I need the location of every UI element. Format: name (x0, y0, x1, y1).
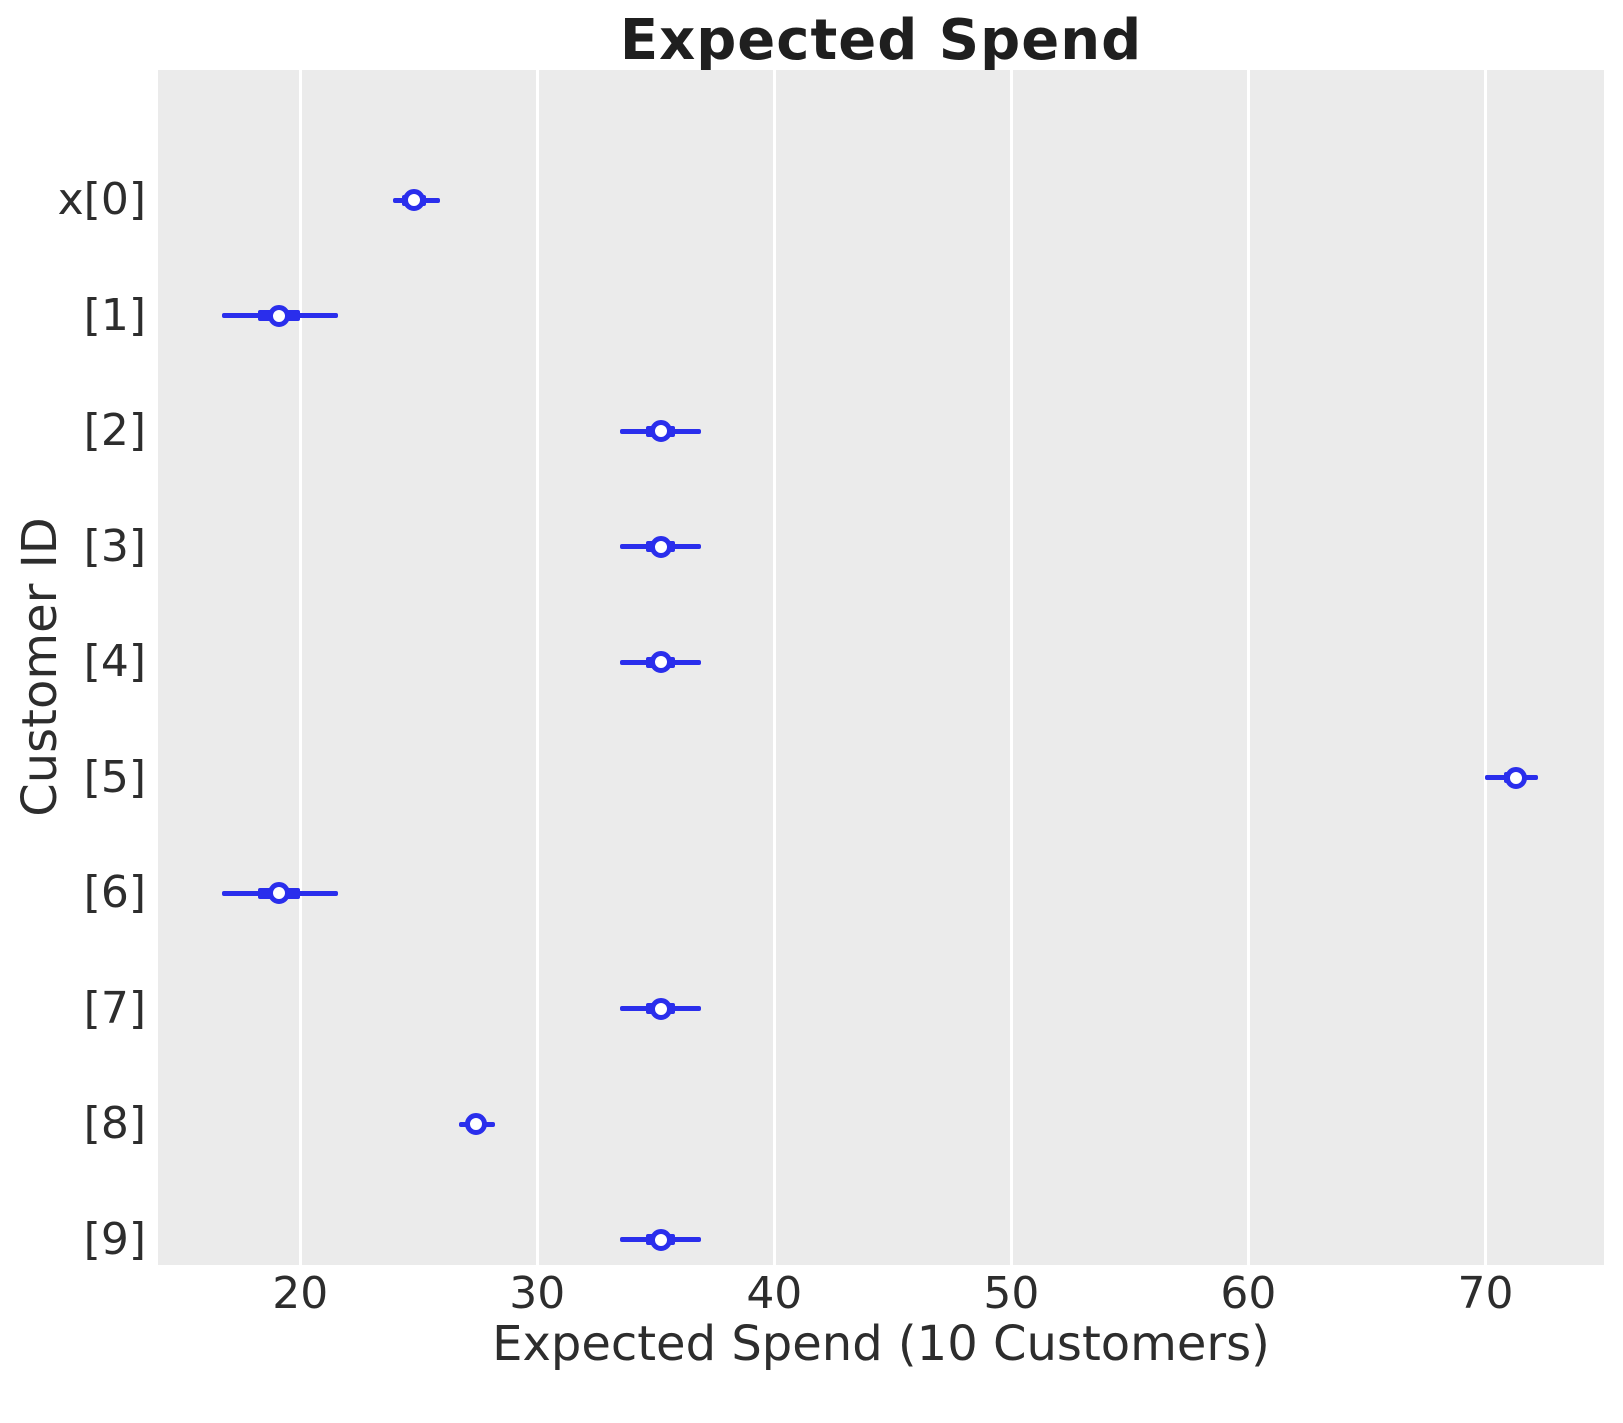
point-estimate-marker-[7] (649, 997, 672, 1020)
y-tick-label-[1]: [1] (83, 289, 146, 341)
y-tick-label-[3]: [3] (83, 520, 146, 572)
gridline-30 (535, 70, 539, 1265)
y-tick-label-[8]: [8] (83, 1098, 146, 1149)
point-estimate-marker-[4] (649, 651, 672, 673)
gridline-50 (1009, 70, 1013, 1265)
x-tick-label-70: 70 (1457, 1268, 1514, 1319)
gridline-70 (1483, 70, 1487, 1265)
point-estimate-marker-[9] (649, 1228, 672, 1251)
y-axis-label: Customer ID (12, 517, 68, 817)
gridline-60 (1246, 70, 1250, 1265)
point-estimate-marker-[2] (649, 420, 672, 442)
y-tick-label-x[0]: x[0] (57, 174, 146, 225)
plot-area (158, 70, 1604, 1265)
gridline-40 (772, 70, 776, 1265)
y-tick-label-[5]: [5] (83, 751, 146, 803)
gridline-20 (298, 70, 302, 1265)
x-axis-label: Expected Spend (10 Customers) (492, 1316, 1270, 1372)
point-estimate-marker-x[0] (403, 189, 425, 211)
x-tick-label-30: 30 (509, 1268, 566, 1319)
chart-title: Expected Spend (619, 8, 1143, 73)
y-tick-label-[2]: [2] (83, 405, 146, 456)
y-tick-label-[6]: [6] (83, 867, 146, 918)
x-tick-label-50: 50 (983, 1268, 1040, 1319)
x-tick-label-20: 20 (272, 1268, 329, 1319)
x-tick-label-60: 60 (1220, 1268, 1277, 1319)
y-tick-label-[4]: [4] (83, 636, 146, 687)
x-tick-label-40: 40 (746, 1268, 803, 1319)
point-estimate-marker-[6] (267, 882, 290, 904)
point-estimate-marker-[5] (1505, 766, 1528, 789)
y-tick-label-[9]: [9] (83, 1213, 146, 1265)
point-estimate-marker-[8] (464, 1113, 487, 1135)
point-estimate-marker-[3] (649, 535, 672, 558)
point-estimate-marker-[1] (267, 304, 290, 327)
y-tick-label-[7]: [7] (83, 982, 146, 1034)
